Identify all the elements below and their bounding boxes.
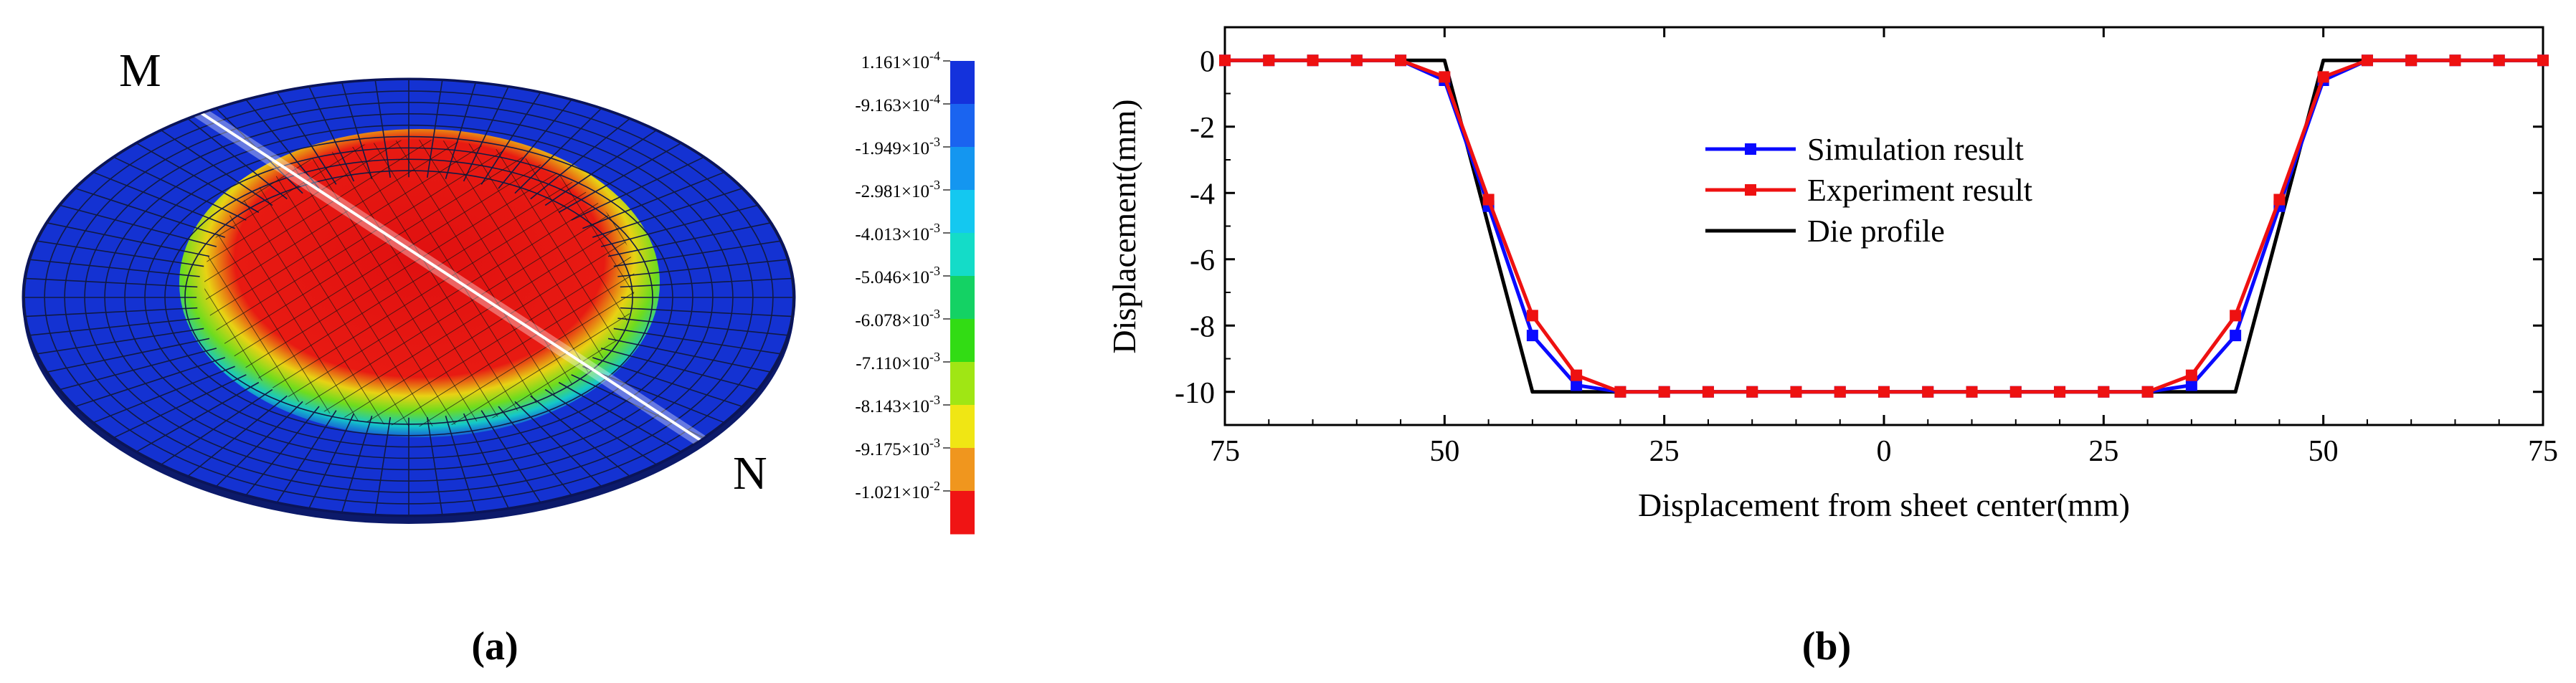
data-point [1263, 54, 1275, 67]
data-point [2185, 379, 2197, 391]
caption-b: (b) [1802, 624, 1851, 669]
colorbar-label: -9.175×10-3 [855, 436, 940, 459]
x-tick-label: 0 [1877, 435, 1892, 468]
data-point [1439, 71, 1451, 83]
data-point [1966, 386, 1978, 398]
x-tick-label: 25 [2088, 435, 2118, 468]
y-axis-label: Displacement(mm) [1106, 99, 1142, 353]
colorbar: 1.161×10-4 -9.163×10-4 -1.949×10-3 -2.981×1… [855, 49, 975, 535]
panel-a: M N 1.161×10-4 -9.163×10-4 -1.949×10-3 -2.9… [22, 44, 975, 669]
colorbar-label: -8.143×10-3 [855, 393, 940, 416]
legend-label: Simulation result [1807, 132, 2024, 167]
colorbar-segment [950, 147, 975, 191]
data-point [2449, 54, 2461, 67]
label-n: N [733, 447, 767, 500]
data-point [1834, 386, 1846, 398]
legend: Simulation result Experiment result Die pr… [1705, 132, 2032, 249]
series-layer [1219, 54, 2549, 398]
data-point [1878, 386, 1890, 398]
y-tick-label: -10 [1175, 377, 1215, 410]
data-point [2141, 386, 2154, 398]
legend-label: Experiment result [1807, 173, 2032, 208]
section-line [161, 86, 721, 454]
data-point [2537, 54, 2549, 67]
label-m: M [119, 44, 161, 97]
colorbar-segment [950, 276, 975, 320]
deformed-sheet [22, 77, 796, 524]
colorbar-label: -7.110×10-3 [856, 350, 940, 373]
data-point [1614, 386, 1626, 398]
colorbar-segment [950, 104, 975, 148]
colorbar-segment [950, 362, 975, 406]
data-point [1658, 386, 1670, 398]
data-point [2493, 54, 2505, 67]
data-point [1746, 386, 1758, 398]
colorbar-segment [950, 61, 975, 105]
data-point [2405, 54, 2418, 67]
data-point [2273, 194, 2286, 206]
colorbar-segment [950, 319, 975, 363]
data-point [1307, 54, 1319, 67]
data-point [1571, 369, 1583, 381]
x-tick-label: 75 [2528, 435, 2558, 468]
data-point [2185, 369, 2197, 381]
x-tick-label: 50 [2309, 435, 2339, 468]
y-tick-label: -8 [1190, 310, 1215, 343]
colorbar-label: -9.163×10-4 [855, 92, 940, 115]
caption-a: (a) [471, 624, 518, 669]
dome-mesh [204, 140, 635, 426]
legend-marker [1745, 143, 1756, 155]
data-point [1922, 386, 1934, 398]
x-tick-label: 75 [1210, 435, 1240, 468]
colorbar-segment [950, 448, 975, 492]
colorbar-segment [950, 405, 975, 449]
data-point [1790, 386, 1802, 398]
y-tick-label: -2 [1190, 112, 1215, 145]
data-point [1395, 54, 1407, 67]
data-point [2361, 54, 2373, 67]
x-tick-label: 50 [1429, 435, 1459, 468]
data-point [1482, 194, 1495, 206]
sheet-outline [22, 77, 796, 517]
colorbar-segment [950, 190, 975, 234]
colorbar-segment [950, 491, 975, 535]
data-point [1571, 379, 1583, 391]
colorbar-label: -4.013×10-3 [855, 221, 940, 244]
data-point [2009, 386, 2022, 398]
y-tick-label: -6 [1190, 244, 1215, 277]
colorbar-label: -1.021×10-2 [855, 479, 940, 502]
x-axis-label: Displacement from sheet center(mm) [1638, 487, 2130, 523]
y-tick-label: -4 [1190, 178, 1215, 211]
legend-label: Die profile [1807, 214, 1945, 249]
colorbar-label: -2.981×10-3 [855, 178, 940, 201]
data-point [1219, 54, 1231, 67]
colorbar-label: -6.078×10-3 [855, 307, 940, 330]
colorbar-label: -1.949×10-3 [855, 135, 940, 158]
data-point [2054, 386, 2066, 398]
x-axis: 75 50 25 0 25 50 75 [1210, 27, 2558, 468]
data-point [2098, 386, 2110, 398]
data-point [1526, 310, 1538, 322]
data-point [1350, 54, 1363, 67]
x-tick-label: 25 [1649, 435, 1680, 468]
data-point [1702, 386, 1714, 398]
y-tick-label: 0 [1200, 45, 1215, 78]
data-point [1526, 330, 1538, 342]
colorbar-label: 1.161×10-4 [861, 49, 940, 72]
legend-marker [1745, 184, 1756, 196]
data-point [2230, 330, 2242, 342]
panel-b: 0 -2 -4 -6 -8 -10 75 50 25 0 25 50 75 Displacement(… [1106, 26, 2558, 669]
data-point [2230, 310, 2242, 322]
colorbar-segment [950, 233, 975, 277]
colorbar-label: -5.046×10-3 [855, 264, 940, 287]
y-axis: 0 -2 -4 -6 -8 -10 [1175, 27, 2543, 426]
data-point [2317, 71, 2329, 83]
